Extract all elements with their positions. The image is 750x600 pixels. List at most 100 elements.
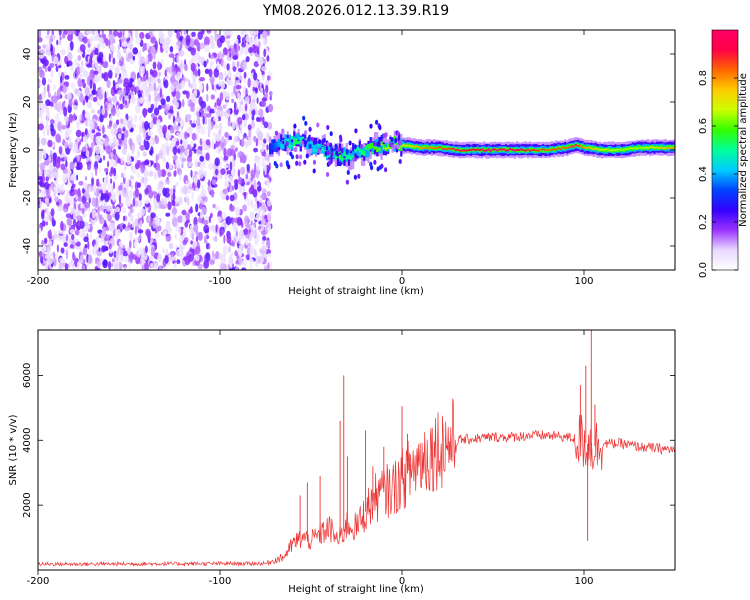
spectrogram-noise-cell (125, 196, 129, 206)
spectrogram-trace-cell (426, 145, 429, 150)
spectrogram-trace-cell (622, 149, 626, 151)
spectrogram-noise-cell (102, 259, 108, 269)
spectrogram-noise-cell (149, 138, 153, 148)
spectrogram-trace-cell (269, 145, 272, 155)
spectrogram-noise-cell (71, 233, 75, 241)
spectrogram-noise-cell (38, 66, 43, 72)
spectrogram-noise-cell (132, 47, 138, 55)
spectrogram-trace-cell (653, 147, 656, 149)
spectrogram-outlier (285, 141, 289, 147)
spectrogram-trace-cell (553, 148, 556, 151)
spectrogram-noise-cell (252, 30, 256, 38)
spectrogram-noise-cell (106, 205, 113, 212)
spectrogram-noise-cell (108, 243, 112, 250)
spectrogram-noise-cell (190, 240, 193, 245)
spectrogram-trace-cell (306, 148, 309, 150)
spectrogram-noise-cell (182, 239, 187, 246)
spectrogram-noise-cell (84, 111, 91, 120)
spectrogram-trace-cell (494, 148, 497, 151)
spectrogram-noise-cell (128, 212, 132, 217)
spectrogram-noise-cell (226, 63, 230, 71)
spectrogram-outlier (330, 151, 334, 157)
spectrogram-noise-cell (150, 212, 156, 219)
spectrogram-noise-cell (148, 221, 152, 227)
spectrogram-noise-cell (223, 61, 226, 70)
spectrogram-noise-cell (269, 170, 272, 178)
spectrogram-outlier (285, 160, 289, 166)
spectrogram-trace-cell (358, 154, 361, 156)
spectrogram-noise-cell (98, 214, 103, 220)
spectrogram-noise-cell (82, 36, 88, 44)
spectrogram-noise-cell (195, 230, 199, 236)
spectrogram-trace-cell (321, 147, 324, 152)
spectrogram-noise-cell (104, 246, 109, 251)
spectrogram-noise-cell (221, 212, 227, 220)
spectrogram-noise-cell (143, 132, 147, 139)
spectrogram-noise-cell (57, 235, 63, 242)
spectrogram-noise-cell (130, 184, 133, 189)
spectrogram-noise-cell (210, 94, 215, 100)
spectrogram-noise-cell (90, 35, 93, 45)
spectrogram-trace-cell (644, 147, 647, 149)
spectrogram-noise-cell (95, 132, 102, 137)
spectrogram-noise-cell (206, 59, 209, 64)
spectrogram-trace-cell (457, 149, 460, 151)
spectrogram-trace-cell (415, 145, 418, 148)
spectrogram-noise-cell (230, 144, 235, 150)
spectrogram-trace-cell (275, 143, 278, 145)
spectrogram-noise-cell (82, 213, 87, 218)
spectrogram-noise-cell (50, 128, 56, 137)
spectrogram-noise-cell (245, 173, 249, 180)
spectrogram-noise-cell (126, 155, 132, 165)
spectrogram-noise-cell (217, 216, 222, 222)
spectrogram-noise-cell (173, 121, 177, 130)
spectrogram-noise-cell (62, 173, 68, 184)
spectrogram-noise-cell (183, 140, 188, 149)
spectrogram-noise-cell (143, 160, 150, 166)
spectrogram-trace-cell (467, 149, 471, 152)
spectrogram-noise-cell (112, 204, 116, 210)
spectrogram-noise-cell (139, 32, 145, 39)
spectrogram-noise-cell (246, 199, 251, 207)
spectrogram-noise-cell (262, 236, 267, 241)
spectrogram-trace-cell (371, 142, 374, 148)
spectrogram-noise-cell (267, 253, 272, 258)
spectrogram-trace-cell (557, 147, 560, 150)
spectrogram-noise-cell (245, 237, 249, 246)
spectrogram-noise-cell (132, 55, 136, 61)
spectrogram-noise-cell (219, 229, 223, 237)
spectrogram-trace-cell (618, 148, 621, 153)
snr-y-tick-label: 2000 (22, 492, 33, 517)
spectrogram-noise-cell (216, 146, 222, 155)
spectrogram-trace-cell (408, 145, 412, 147)
spectrogram-noise-cell (226, 234, 232, 244)
spectrogram-noise-cell (218, 50, 222, 60)
spectrogram-noise-cell (182, 227, 187, 234)
spectrogram-trace-cell (424, 146, 427, 149)
spectrogram-noise-cell (239, 129, 243, 134)
spectrogram-noise-cell (267, 30, 270, 37)
spectrogram-trace-cell (594, 147, 597, 150)
spectrogram-noise-cell (257, 233, 260, 243)
spectrogram-noise-cell (175, 124, 180, 131)
spectrogram-noise-cell (92, 36, 97, 42)
spectrogram-noise-cell (46, 118, 49, 126)
spectrogram-noise-cell (144, 199, 149, 205)
spectrogram-noise-cell (86, 63, 93, 68)
spectrogram-noise-cell (95, 267, 101, 270)
spectrogram-trace-cell (376, 147, 379, 153)
spectrogram-noise-cell (41, 77, 47, 86)
spectrogram-noise-cell (110, 178, 113, 185)
spectrogram-trace-cell (432, 147, 436, 150)
spectrogram-noise-cell (47, 78, 53, 84)
spectrogram-noise-cell (65, 213, 71, 219)
spectrogram-noise-cell (190, 105, 195, 112)
spectrogram-noise-cell (47, 30, 50, 35)
spectrogram-trace-cell (450, 147, 453, 150)
spectrogram-noise-cell (164, 36, 171, 46)
spectrogram-noise-cell (134, 162, 140, 170)
spectrogram-noise-cell (95, 236, 100, 246)
spectrogram-noise-cell (262, 143, 266, 149)
spectrogram-trace-cell (301, 144, 305, 146)
